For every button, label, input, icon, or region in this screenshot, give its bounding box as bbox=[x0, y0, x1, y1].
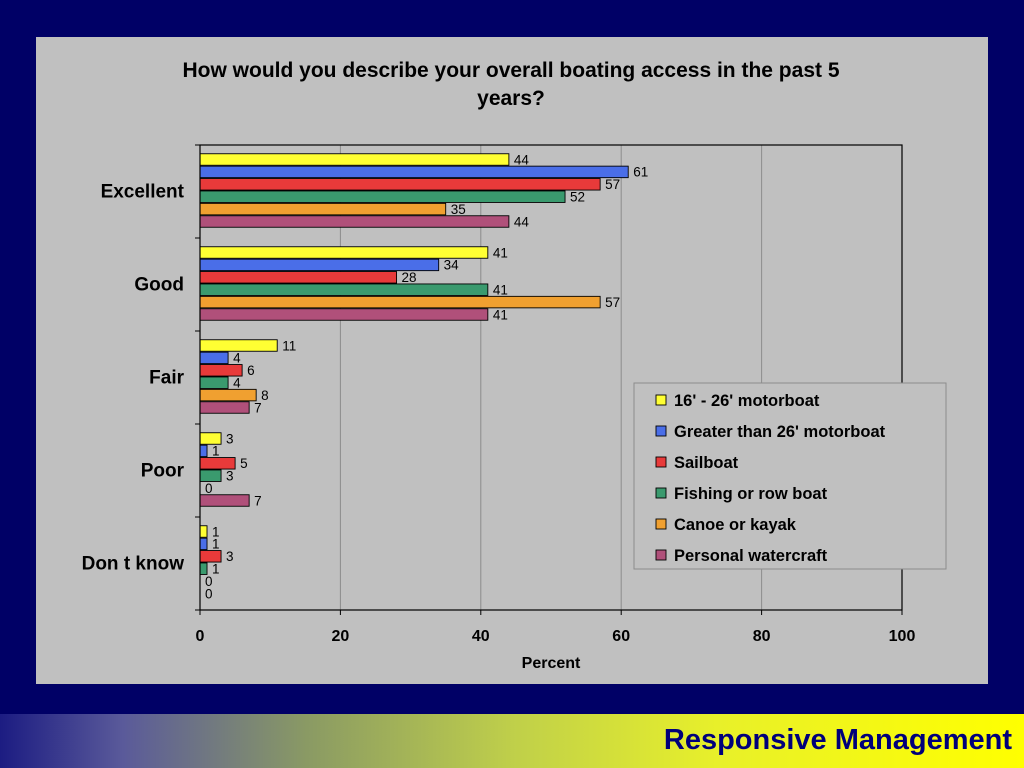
x-tick-label: 40 bbox=[472, 628, 490, 645]
legend-swatch bbox=[655, 456, 667, 468]
bar bbox=[199, 246, 489, 259]
data-label: 7 bbox=[254, 493, 262, 508]
legend-swatch bbox=[655, 425, 667, 437]
data-labels: 4461575235444134284157411146487315307113… bbox=[205, 152, 648, 601]
legend-box bbox=[633, 382, 947, 570]
data-label: 0 bbox=[205, 586, 213, 601]
data-label: 0 bbox=[205, 574, 213, 589]
data-label: 3 bbox=[226, 549, 234, 564]
x-tick-label: 100 bbox=[889, 628, 916, 645]
legend-label: Personal watercraft bbox=[674, 547, 828, 565]
data-label: 3 bbox=[226, 431, 234, 446]
bar bbox=[199, 190, 566, 203]
x-axis-label: Percent bbox=[522, 655, 581, 672]
bar bbox=[199, 432, 222, 445]
bar bbox=[199, 562, 208, 575]
data-label: 0 bbox=[205, 481, 213, 496]
category-label: Excellent bbox=[101, 182, 185, 203]
data-label: 41 bbox=[493, 245, 508, 260]
bars bbox=[199, 153, 629, 575]
category-label: Fair bbox=[149, 368, 184, 389]
data-label: 6 bbox=[247, 363, 255, 378]
bar bbox=[199, 376, 229, 389]
data-label: 35 bbox=[451, 202, 466, 217]
bar bbox=[199, 165, 629, 179]
brand-name: Responsive Management bbox=[663, 724, 1012, 756]
legend-swatch bbox=[655, 487, 667, 499]
bar bbox=[199, 494, 250, 507]
data-label: 8 bbox=[261, 388, 269, 403]
legend-swatch bbox=[655, 394, 667, 406]
bar bbox=[199, 178, 601, 191]
data-label: 4 bbox=[233, 375, 241, 390]
data-label: 34 bbox=[444, 258, 460, 273]
bar bbox=[199, 153, 510, 166]
legend-label: Canoe or kayak bbox=[674, 516, 797, 534]
data-label: 61 bbox=[633, 165, 648, 180]
bar bbox=[199, 388, 257, 402]
bar bbox=[199, 401, 250, 414]
bar bbox=[199, 339, 278, 352]
legend: 16' - 26' motorboat Greater than 26' moto… bbox=[633, 382, 947, 570]
x-tick-label: 0 bbox=[196, 628, 205, 645]
legend-swatch bbox=[655, 549, 667, 561]
data-label: 11 bbox=[282, 338, 296, 353]
x-tick-label: 20 bbox=[332, 628, 350, 645]
data-label: 1 bbox=[212, 561, 220, 576]
bar bbox=[199, 283, 489, 296]
bar bbox=[199, 215, 510, 228]
bar bbox=[199, 202, 447, 216]
bar bbox=[199, 444, 208, 458]
data-label: 28 bbox=[402, 270, 417, 285]
data-label: 41 bbox=[493, 282, 508, 297]
category-label: Don t know bbox=[82, 554, 185, 575]
legend-label: Fishing or row boat bbox=[674, 485, 828, 503]
bar bbox=[199, 308, 489, 321]
bar bbox=[199, 295, 601, 309]
data-label: 57 bbox=[605, 295, 620, 310]
bar bbox=[199, 351, 229, 365]
bar bbox=[199, 550, 222, 563]
bar-chart: 0 20 40 60 80 100PercentExcellentGoodFairPoor… bbox=[82, 144, 947, 672]
x-tick-label: 80 bbox=[753, 628, 771, 645]
chart-panel: How would you describe your overall boat… bbox=[36, 37, 988, 684]
bar bbox=[199, 469, 222, 482]
axes: 0 20 40 60 80 100PercentExcellentGoodFairPoor… bbox=[82, 144, 916, 672]
category-label: Good bbox=[134, 275, 184, 296]
data-label: 52 bbox=[570, 189, 585, 204]
bar bbox=[199, 525, 208, 538]
plot-area-border bbox=[199, 144, 903, 611]
data-label: 5 bbox=[240, 456, 248, 471]
data-label: 1 bbox=[212, 537, 220, 552]
category-label: Poor bbox=[141, 461, 185, 482]
data-label: 44 bbox=[514, 214, 530, 229]
legend-label: Sailboat bbox=[674, 454, 739, 472]
bar bbox=[199, 364, 243, 377]
bar bbox=[199, 457, 236, 470]
data-label: 7 bbox=[254, 400, 262, 415]
data-label: 57 bbox=[605, 177, 620, 192]
footer-bar: Responsive Management bbox=[0, 714, 1024, 768]
data-label: 3 bbox=[226, 468, 234, 483]
data-label: 1 bbox=[212, 524, 220, 539]
data-label: 41 bbox=[493, 307, 508, 322]
bar bbox=[199, 537, 208, 551]
data-label: 44 bbox=[514, 152, 530, 167]
legend-swatch bbox=[655, 518, 667, 530]
legend-label: Greater than 26' motorboat bbox=[674, 423, 886, 441]
legend-label: 16' - 26' motorboat bbox=[674, 392, 820, 410]
data-label: 4 bbox=[233, 351, 241, 366]
x-tick-label: 60 bbox=[612, 628, 630, 645]
bar bbox=[199, 258, 440, 272]
data-label: 1 bbox=[212, 444, 220, 459]
bar bbox=[199, 271, 398, 284]
chart-title: How would you describe your overall boat… bbox=[182, 59, 840, 110]
